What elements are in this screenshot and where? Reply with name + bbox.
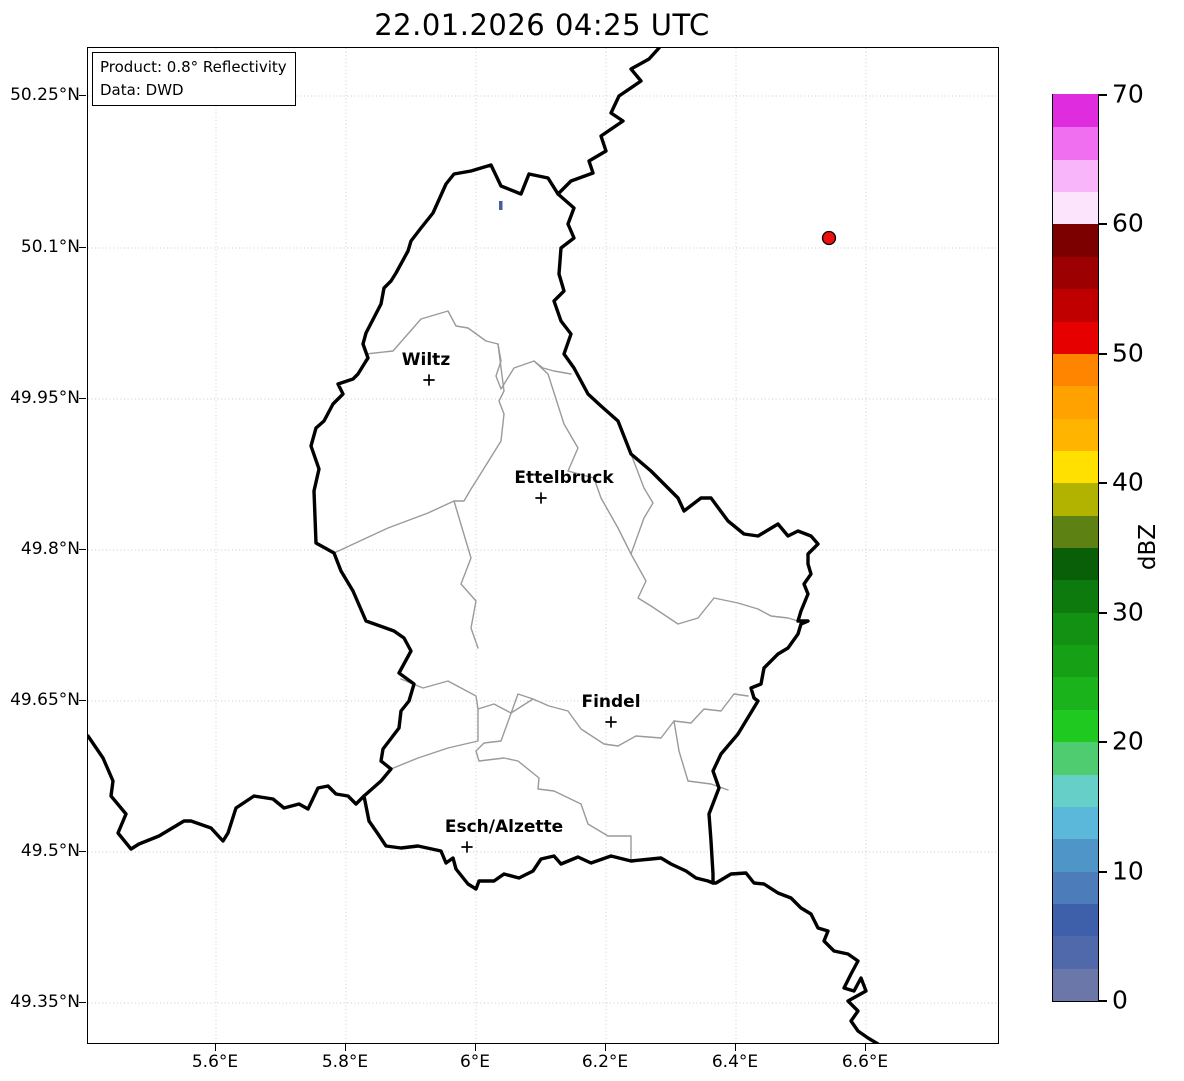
y-tick-mark	[79, 851, 86, 853]
colorbar-band	[1053, 579, 1098, 613]
product-info-box: Product: 0.8° Reflectivity Data: DWD	[92, 52, 296, 106]
city-marker-ettelbruck	[535, 492, 547, 504]
x-tick-mark	[475, 1044, 477, 1051]
colorbar-tick-mark	[1099, 612, 1107, 614]
colorbar-band	[1053, 773, 1098, 807]
y-tick-mark	[79, 1002, 86, 1004]
city-label-ettelbruck: Ettelbruck	[514, 468, 614, 488]
y-tick-mark	[79, 247, 86, 249]
colorbar-tick-mark	[1099, 482, 1107, 484]
city-markers	[423, 374, 617, 853]
colorbar-tick-label: 60	[1112, 208, 1144, 238]
y-axis-tick-label: 49.65°N	[10, 690, 80, 710]
colorbar-band	[1053, 353, 1098, 387]
colorbar-axis-label: dBZ	[1135, 523, 1161, 571]
canton-borders	[333, 310, 799, 862]
colorbar-tick-label: 0	[1112, 985, 1128, 1015]
x-axis-tick-label: 6.2°E	[581, 1052, 629, 1072]
city-marker-esch	[461, 841, 473, 853]
colorbar	[1052, 94, 1099, 1002]
y-tick-mark	[79, 549, 86, 551]
colorbar-band	[1053, 515, 1098, 548]
colorbar-tick-mark	[1099, 741, 1107, 743]
city-marker-findel	[605, 716, 617, 728]
x-tick-mark	[605, 1044, 607, 1051]
map-panel: Product: 0.8° Reflectivity Data: DWD Wil…	[87, 47, 999, 1044]
colorbar-band	[1053, 126, 1098, 160]
colorbar-band	[1053, 482, 1098, 516]
colorbar-band	[1053, 320, 1098, 354]
colorbar-band	[1053, 547, 1098, 581]
graticule-grid	[88, 48, 998, 1043]
colorbar-band	[1053, 450, 1098, 484]
product-info-line: Product: 0.8° Reflectivity	[100, 58, 287, 76]
x-axis-tick-label: 6.6°E	[841, 1052, 889, 1072]
border-southeast-segment	[711, 871, 880, 1043]
country-borders	[88, 48, 880, 1043]
colorbar-tick-mark	[1099, 1000, 1107, 1002]
border-southwest-segment	[88, 734, 366, 851]
colorbar-band	[1053, 806, 1098, 840]
radar-echo-pixel	[499, 201, 503, 210]
colorbar-tick-label: 20	[1112, 726, 1144, 756]
colorbar-tick-mark	[1099, 353, 1107, 355]
radar-site-dot	[821, 230, 837, 246]
border-north-segment	[556, 48, 661, 196]
x-tick-mark	[735, 1044, 737, 1051]
y-axis-tick-label: 50.25°N	[10, 85, 80, 105]
colorbar-band	[1053, 256, 1098, 290]
city-label-findel: Findel	[581, 692, 641, 712]
figure-title: 22.01.2026 04:25 UTC	[374, 8, 710, 42]
city-label-esch: Esch/Alzette	[444, 817, 564, 837]
x-axis-tick-label: 6.4°E	[711, 1052, 759, 1072]
colorbar-tick-label: 40	[1112, 467, 1144, 497]
y-axis-tick-label: 49.8°N	[20, 539, 80, 559]
colorbar-band	[1053, 159, 1098, 193]
city-marker-wiltz	[423, 374, 435, 386]
luxembourg-outline	[309, 163, 820, 891]
colorbar-tick-label: 70	[1112, 79, 1144, 109]
data-source-line: Data: DWD	[100, 80, 184, 99]
colorbar-band	[1053, 870, 1098, 904]
y-tick-mark	[79, 700, 86, 702]
x-tick-mark	[345, 1044, 347, 1051]
x-tick-mark	[215, 1044, 217, 1051]
city-label-wiltz: Wiltz	[401, 350, 451, 370]
colorbar-band	[1053, 838, 1098, 872]
y-axis-tick-label: 49.5°N	[20, 841, 80, 861]
colorbar-band	[1053, 94, 1098, 128]
colorbar-band	[1053, 385, 1098, 419]
colorbar-tick-label: 30	[1112, 597, 1144, 627]
x-axis-tick-label: 5.8°E	[321, 1052, 369, 1072]
colorbar-tick-label: 50	[1112, 338, 1144, 368]
colorbar-band	[1053, 676, 1098, 710]
colorbar-band	[1053, 968, 1098, 1001]
colorbar-band	[1053, 903, 1098, 937]
colorbar-tick-mark	[1099, 94, 1107, 96]
colorbar-tick-mark	[1099, 871, 1107, 873]
colorbar-band	[1053, 935, 1098, 969]
colorbar-band	[1053, 612, 1098, 646]
y-axis-tick-label: 49.35°N	[10, 992, 80, 1012]
colorbar-tick-label: 10	[1112, 856, 1144, 886]
colorbar-band	[1053, 709, 1098, 743]
colorbar-band	[1053, 741, 1098, 775]
y-tick-mark	[79, 95, 86, 97]
colorbar-tick-mark	[1099, 223, 1107, 225]
y-axis-tick-label: 50.1°N	[20, 237, 80, 257]
colorbar-band	[1053, 644, 1098, 678]
x-axis-tick-label: 5.6°E	[191, 1052, 239, 1072]
x-tick-mark	[865, 1044, 867, 1051]
colorbar-band	[1053, 223, 1098, 257]
x-axis-tick-label: 6°E	[459, 1052, 491, 1072]
colorbar-band	[1053, 288, 1098, 322]
colorbar-band	[1053, 191, 1098, 225]
colorbar-band	[1053, 417, 1098, 451]
map-canvas	[88, 48, 998, 1043]
y-axis-tick-label: 49.95°N	[10, 388, 80, 408]
y-tick-mark	[79, 398, 86, 400]
